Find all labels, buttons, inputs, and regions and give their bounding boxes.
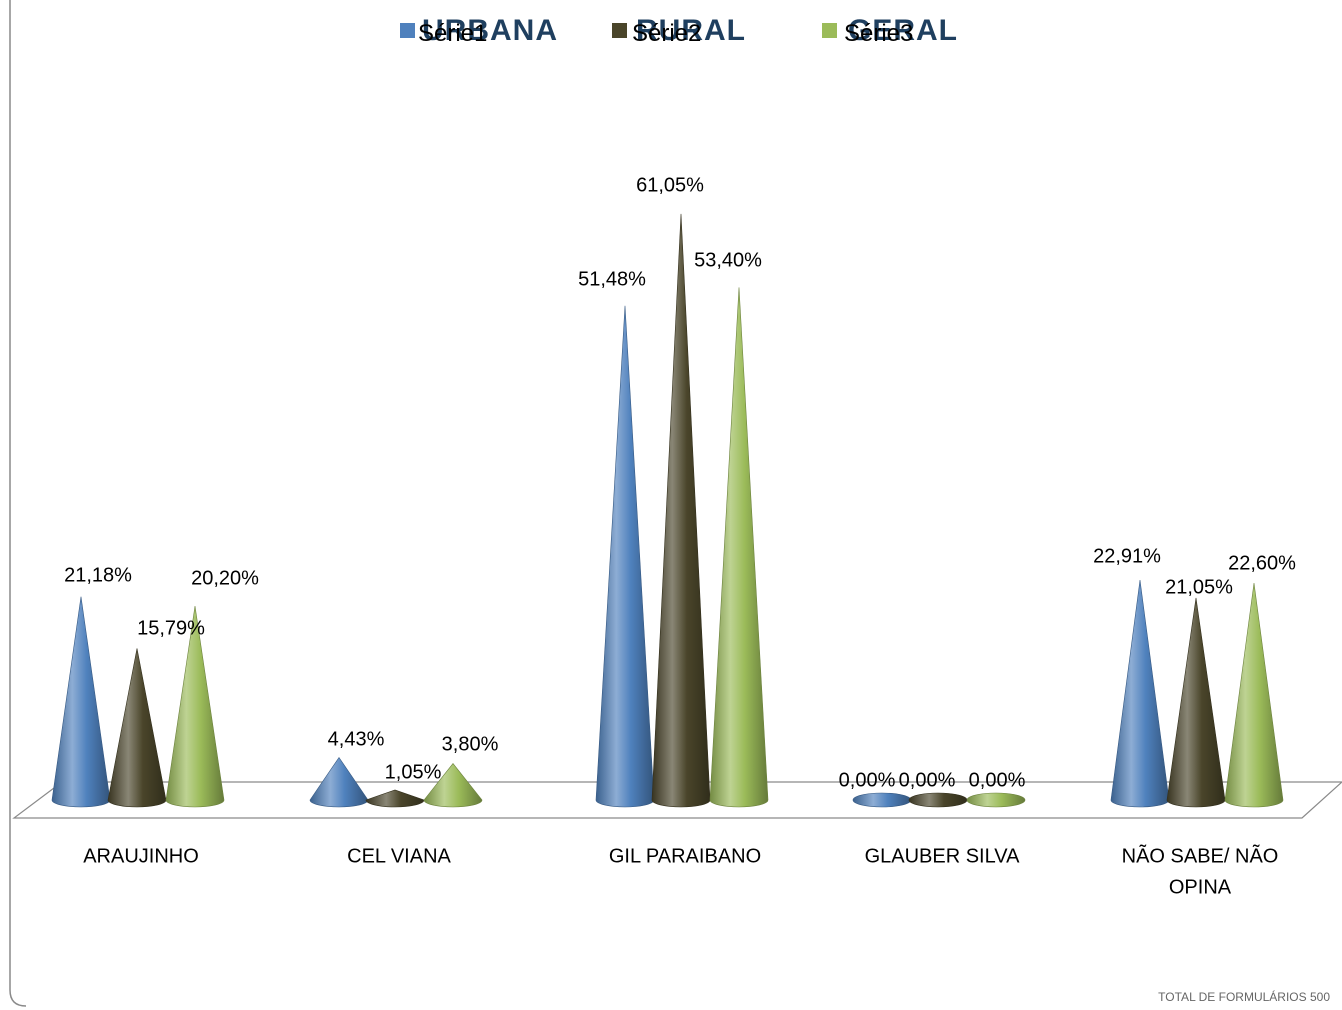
cone-glauber-silva-rural: [908, 792, 968, 808]
cone-glauber-silva-geral: [966, 792, 1026, 808]
legend-swatch-rural: [612, 23, 627, 38]
legend-overlay-urbana: Série1: [418, 20, 488, 47]
data-label: 0,00%: [969, 769, 1026, 791]
data-label: 0,00%: [839, 769, 896, 791]
data-label: 61,05%: [636, 174, 704, 196]
cone-n-o-sabe-n-o-opina-urbana: [1110, 580, 1170, 808]
category-label: GLAUBER SILVA: [865, 845, 1021, 867]
category-label: NÃO SABE/ NÃO: [1122, 843, 1279, 867]
cone-n-o-sabe-n-o-opina-rural: [1166, 597, 1226, 808]
data-label: 0,00%: [899, 769, 956, 791]
category-label: GIL PARAIBANO: [609, 845, 761, 867]
legend-title-geral: GERAL: [848, 14, 958, 47]
data-label: 21,18%: [64, 564, 132, 586]
legend-swatch-geral: [822, 23, 837, 38]
data-label: 21,05%: [1165, 576, 1233, 598]
data-label: 1,05%: [385, 761, 442, 783]
cone-cel-viana-geral: [423, 763, 483, 808]
legend-title-urbana: URBANA: [422, 14, 558, 47]
legend-title-rural: RURAL: [636, 14, 746, 47]
footer-note: TOTAL DE FORMULÁRIOS 500: [1158, 990, 1330, 1004]
cone-araujinho-urbana: [51, 596, 111, 808]
cone-araujinho-rural: [107, 648, 167, 808]
data-label: 22,60%: [1228, 552, 1296, 574]
cone-glauber-silva-urbana: [852, 792, 912, 808]
cone-cel-viana-rural: [365, 789, 425, 808]
category-label: ARAUJINHO: [83, 845, 199, 867]
data-label: 20,20%: [191, 567, 259, 589]
cone-gil-paraibano-urbana: [595, 305, 655, 808]
category-label: OPINA: [1169, 876, 1232, 898]
data-label: 53,40%: [694, 249, 762, 271]
data-label: 15,79%: [137, 617, 205, 639]
cone-n-o-sabe-n-o-opina-geral: [1224, 583, 1284, 808]
category-label: CEL VIANA: [347, 845, 451, 867]
legend-overlay-geral: Série3: [844, 20, 914, 47]
cone-araujinho-geral: [165, 606, 225, 808]
legend-overlay-rural: Série2: [632, 20, 702, 47]
cone-gil-paraibano-geral: [709, 287, 769, 808]
data-label: 22,91%: [1093, 545, 1161, 567]
data-label: 3,80%: [442, 733, 499, 755]
chart-border: [9, 0, 27, 1007]
legend-swatch-urbana: [400, 23, 415, 38]
data-label: 51,48%: [578, 268, 646, 290]
cone-gil-paraibano-rural: [651, 213, 711, 808]
data-label: 4,43%: [328, 728, 385, 750]
